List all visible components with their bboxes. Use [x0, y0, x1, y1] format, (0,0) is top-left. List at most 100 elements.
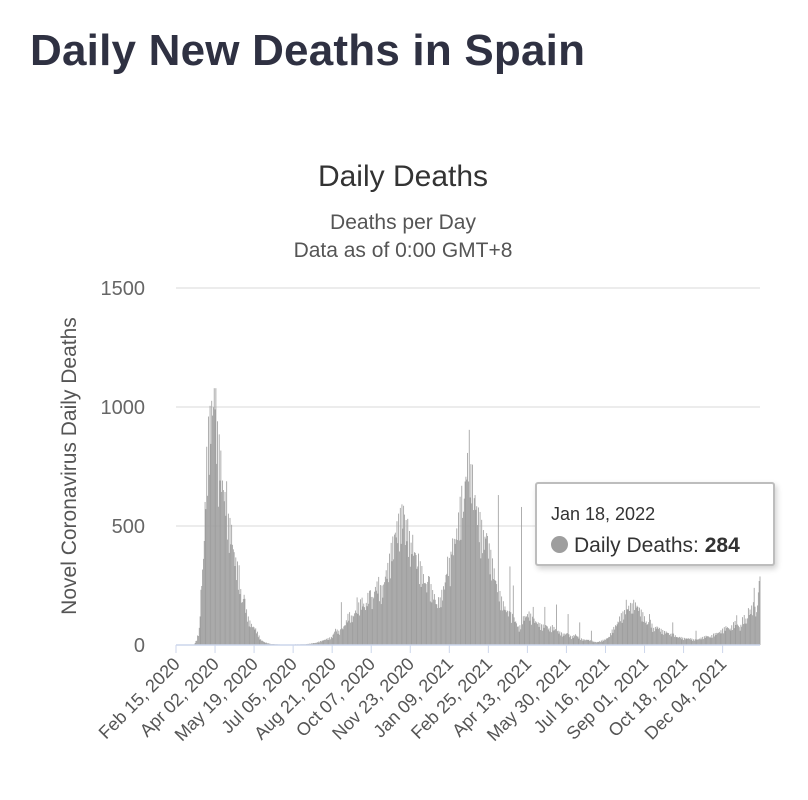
bar: [447, 556, 449, 645]
bar: [749, 609, 751, 645]
bar: [475, 509, 477, 645]
bar: [379, 585, 381, 645]
bar: [729, 628, 731, 645]
bar: [199, 616, 201, 645]
bar: [318, 641, 320, 645]
bar: [340, 629, 341, 645]
bar: [539, 623, 541, 645]
bar: [643, 621, 645, 645]
bar: [240, 589, 242, 645]
bar: [463, 498, 465, 645]
series-dot-icon: [551, 536, 568, 553]
bar: [415, 555, 417, 645]
bar: [247, 616, 249, 645]
bar: [511, 622, 513, 645]
bar: [523, 620, 525, 645]
bar: [510, 612, 512, 645]
bar: [213, 388, 215, 645]
bar: [329, 637, 331, 645]
bar: [214, 409, 216, 645]
bar: [453, 538, 455, 645]
bar: [611, 629, 613, 645]
bar: [443, 586, 444, 645]
bar: [739, 630, 741, 645]
bar: [705, 635, 707, 645]
bar: [402, 528, 404, 645]
bar: [201, 585, 203, 645]
bar: [747, 618, 748, 645]
bar: [202, 558, 204, 645]
bar: [720, 630, 722, 645]
bar: [667, 632, 669, 645]
bar: [673, 633, 675, 645]
bar: [694, 639, 696, 645]
bar: [328, 640, 330, 645]
bar: [680, 636, 682, 645]
x-axis: [175, 644, 760, 653]
bar: [346, 622, 348, 645]
bar: [590, 640, 591, 645]
bar: [659, 627, 660, 645]
bar: [745, 618, 747, 645]
bar: [678, 637, 680, 645]
bar: [591, 640, 593, 645]
bar: [354, 613, 356, 645]
bar: [230, 544, 232, 645]
bar: [532, 606, 534, 645]
bar: [649, 619, 651, 645]
bar: [639, 616, 641, 645]
bar: [208, 474, 210, 645]
bar: [426, 592, 428, 645]
bar: [387, 562, 389, 645]
bar: [700, 637, 702, 645]
bar: [645, 621, 647, 645]
bar: [732, 630, 734, 645]
bar: [736, 615, 738, 645]
bar: [196, 640, 198, 645]
bar: [725, 626, 727, 645]
bar: [663, 634, 665, 645]
bar: [717, 633, 719, 645]
bar: [389, 553, 390, 645]
bar: [578, 638, 580, 645]
bar: [575, 634, 576, 645]
bar: [737, 624, 738, 645]
bar: [355, 612, 357, 645]
bar: [451, 554, 453, 645]
bars: [192, 388, 761, 645]
bar: [228, 552, 230, 645]
bar: [260, 639, 262, 645]
bar: [428, 576, 430, 645]
bar: [194, 643, 196, 645]
bar: [384, 576, 386, 645]
bar: [621, 622, 623, 645]
bar: [356, 597, 358, 645]
bar: [738, 627, 740, 645]
bar: [528, 611, 530, 645]
bar: [458, 512, 459, 645]
bar: [322, 640, 324, 645]
bar: [644, 622, 646, 645]
bar: [399, 551, 400, 645]
bar: [480, 558, 482, 645]
bar: [683, 640, 684, 645]
bar: [610, 633, 611, 645]
bar: [342, 629, 344, 645]
bar: [366, 606, 368, 645]
chart-subtitle-2: Data as of 0:00 GMT+8: [294, 239, 513, 262]
bar: [400, 543, 402, 645]
bar: [404, 545, 406, 645]
bar: [491, 580, 493, 645]
y-tick-labels: 0 500 1000 1500: [101, 278, 146, 657]
bar: [250, 627, 252, 645]
bar: [215, 388, 217, 645]
bar: [377, 593, 379, 645]
bar: [385, 570, 387, 645]
bar: [241, 602, 243, 645]
bar: [531, 624, 532, 645]
bar: [360, 599, 361, 645]
bar: [584, 639, 586, 645]
bar: [487, 535, 488, 645]
bar: [634, 602, 636, 645]
